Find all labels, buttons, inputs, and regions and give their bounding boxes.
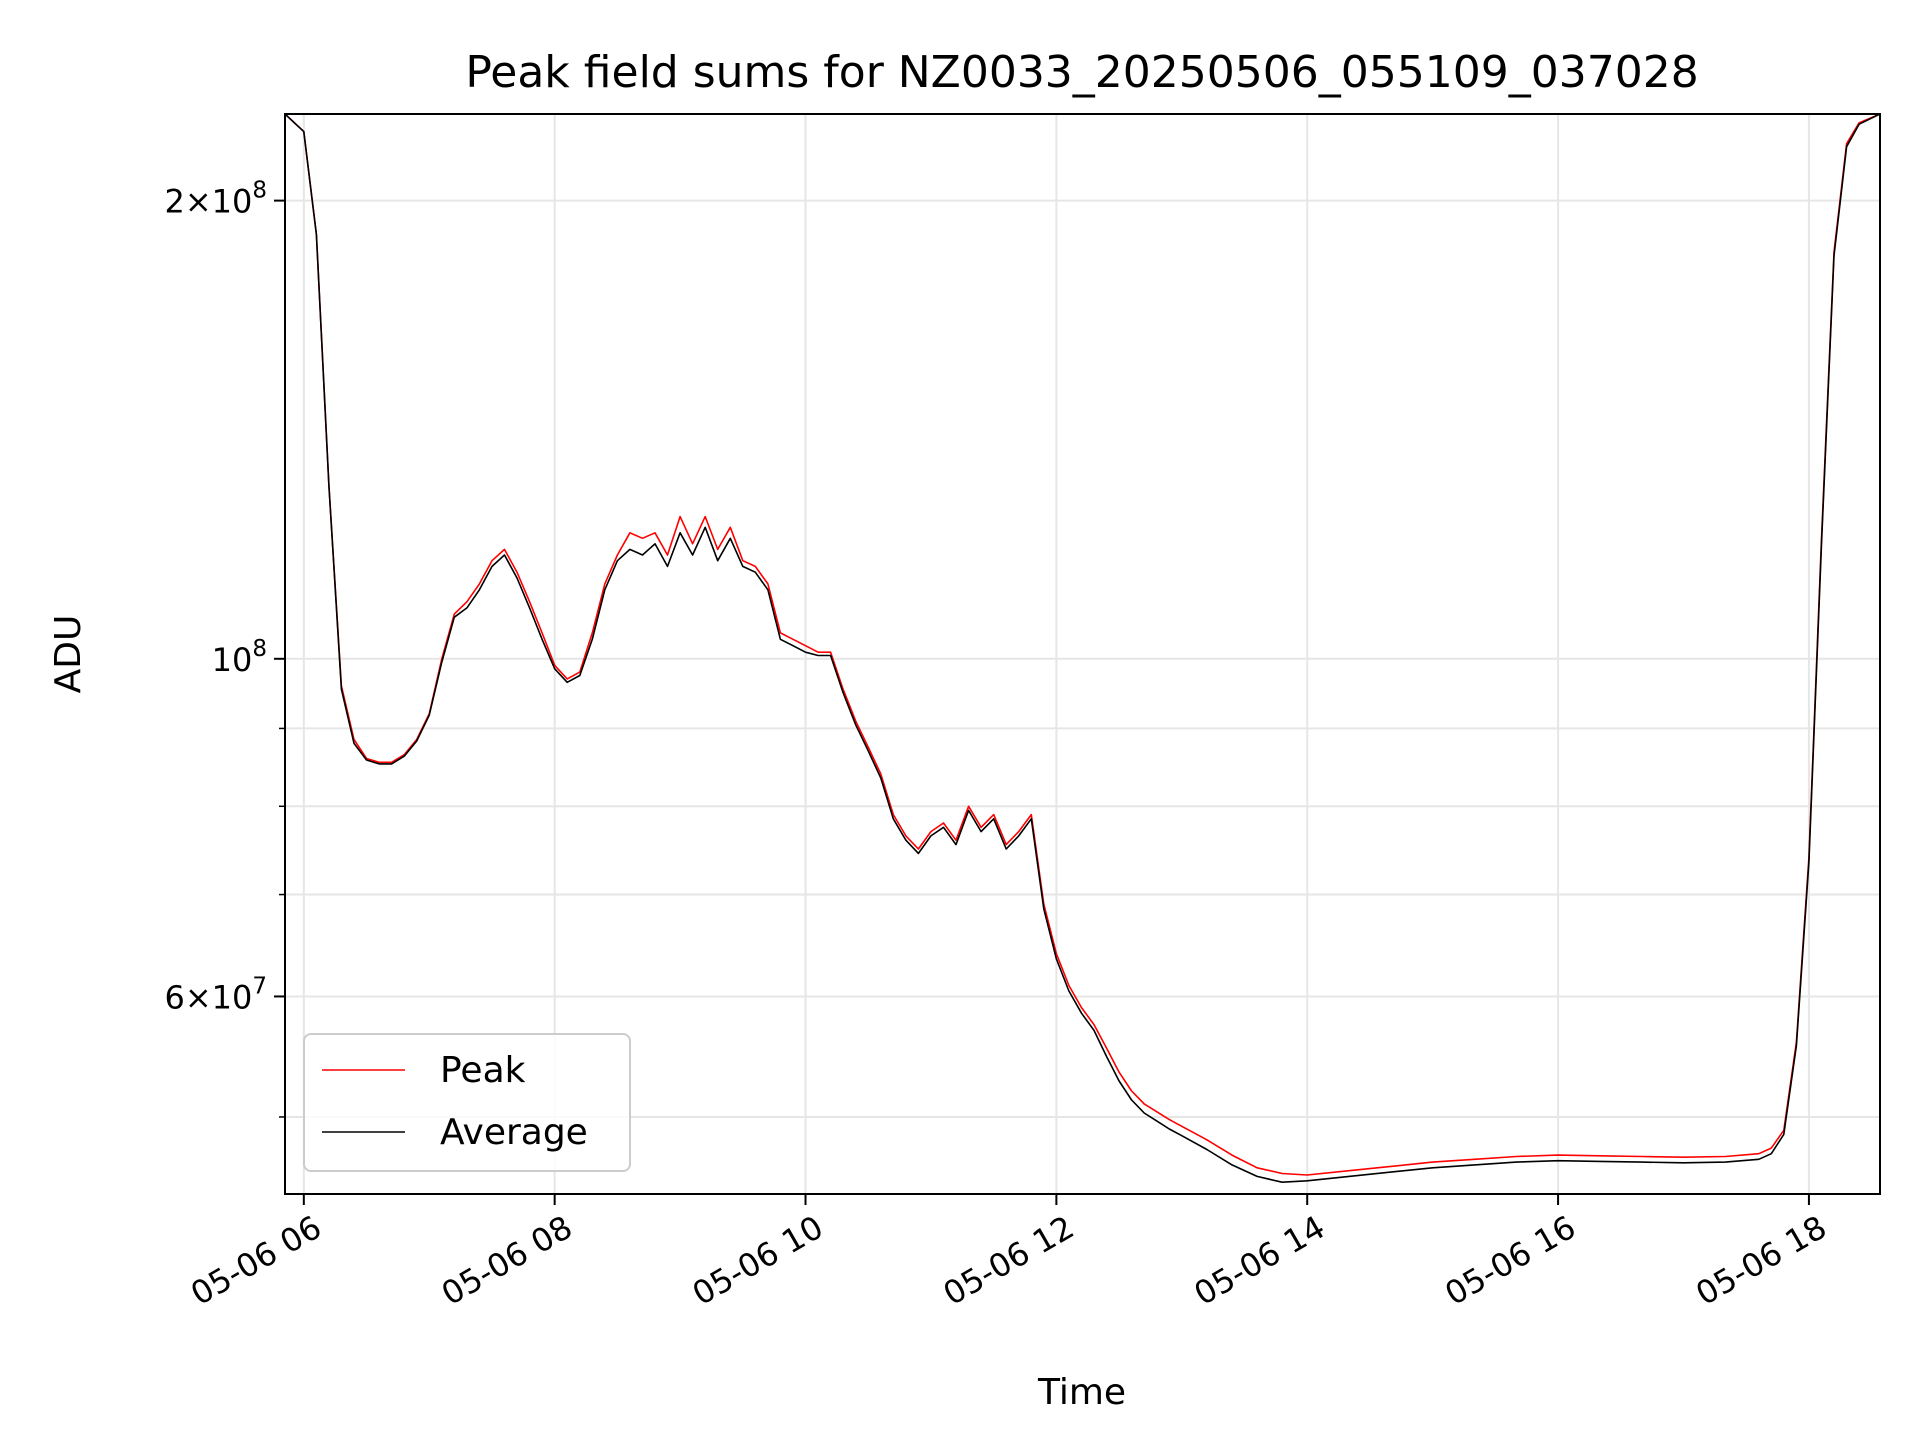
y-axis-label: ADU <box>48 615 89 694</box>
plot-area-frame <box>284 113 1881 1195</box>
legend: Peak Average <box>303 1033 631 1172</box>
y-tick-label: 6×107 <box>164 973 267 1016</box>
y-tick-label-text: 6×107 <box>164 973 267 1016</box>
series-line-peak <box>285 114 1880 1176</box>
chart-title: Peak field sums for NZ0033_20250506_0551… <box>465 47 1698 98</box>
y-tick-label: 2×108 <box>164 178 267 221</box>
y-tick-label-text: 2×108 <box>164 178 267 221</box>
y-tick-label-text: 108 <box>212 636 267 679</box>
series-layer <box>285 114 1880 1183</box>
legend-label-average: Average <box>440 1112 588 1153</box>
y-tick-label: 108 <box>212 636 267 679</box>
x-axis-label: Time <box>1037 1372 1126 1413</box>
legend-label-peak: Peak <box>440 1050 526 1091</box>
legend-box <box>303 1033 631 1172</box>
series-line-average <box>285 114 1880 1183</box>
